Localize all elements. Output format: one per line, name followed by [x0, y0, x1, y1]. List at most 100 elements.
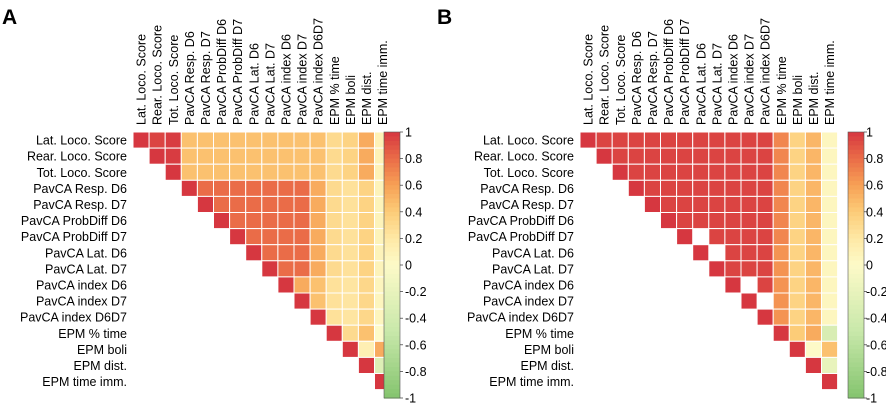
heatmap-cell	[277, 260, 295, 278]
heatmap-cell	[357, 228, 375, 246]
row-label: PavCA Resp. D7	[33, 198, 127, 212]
heatmap-cell	[788, 244, 806, 262]
column-label: PavCA Lat. D7	[710, 43, 724, 125]
heatmap-cell	[788, 340, 806, 358]
colorbar-segment	[384, 242, 400, 248]
heatmap-cell	[772, 179, 790, 197]
heatmap-cell	[821, 195, 839, 213]
heatmap-cell	[180, 179, 198, 197]
colorbar-tick-label: 0	[866, 259, 873, 273]
heatmap-cell	[357, 340, 375, 358]
heatmap-cell	[293, 131, 311, 149]
heatmap-cell	[213, 195, 231, 213]
colorbar-tick-label: -0.6	[866, 338, 886, 352]
colorbar-segment	[848, 300, 864, 306]
heatmap-cell	[341, 195, 359, 213]
heatmap-cell	[788, 292, 806, 310]
heatmap-cell	[180, 131, 198, 149]
heatmap-cell	[821, 244, 839, 262]
heatmap-cell	[213, 212, 231, 230]
column-label: PavCA Resp. D6	[183, 31, 197, 125]
heatmap-cell	[309, 131, 327, 149]
heatmap-cell	[740, 195, 758, 213]
column-label: EPM boli	[344, 75, 358, 125]
heatmap-cell	[756, 163, 774, 181]
heatmap-cell	[229, 131, 247, 149]
row-label: PavCA ProbDiff D7	[468, 230, 574, 244]
heatmap-cell	[261, 163, 279, 181]
heatmap-cell	[692, 244, 710, 262]
colorbar-segment	[384, 171, 400, 177]
colorbar-segment	[848, 233, 864, 239]
heatmap-cell	[643, 195, 662, 213]
colorbar-segment	[848, 335, 864, 341]
heatmap-cell	[724, 163, 742, 181]
heatmap-cell	[325, 131, 343, 149]
heatmap-cell	[277, 163, 295, 181]
colorbar-segment	[384, 327, 400, 333]
heatmap-cell	[724, 260, 742, 278]
heatmap-cell	[357, 324, 375, 342]
heatmap-cell	[660, 195, 678, 213]
colorbar-segment	[848, 211, 864, 217]
colorbar-segment	[848, 176, 864, 182]
colorbar-segment	[848, 256, 864, 262]
heatmap-cell	[627, 147, 645, 165]
heatmap-cell	[325, 292, 343, 310]
colorbar-segment	[384, 278, 400, 284]
colorbar-segment	[384, 282, 400, 288]
heatmap-cell	[341, 228, 359, 246]
heatmap-cell	[277, 244, 295, 262]
row-label: EPM dist.	[74, 359, 128, 373]
heatmap-cell	[804, 195, 823, 213]
heatmap-cell	[676, 163, 694, 181]
heatmap-cell	[804, 324, 823, 342]
heatmap-cell	[611, 131, 629, 149]
colorbar-segment	[848, 132, 864, 138]
heatmap-cell	[708, 131, 726, 149]
column-label: PavCA index D6D7	[312, 18, 326, 125]
heatmap-cell	[325, 228, 343, 246]
heatmap-cell	[229, 163, 247, 181]
panel-label: B	[437, 6, 452, 29]
heatmap-cell	[196, 147, 214, 165]
heatmap-cell	[804, 163, 823, 181]
heatmap-cell	[756, 195, 774, 213]
colorbar-segment	[848, 344, 864, 350]
heatmap-cell	[676, 131, 694, 149]
heatmap-cell	[821, 276, 839, 294]
row-label: PavCA index D6	[36, 278, 127, 292]
row-label: PavCA index D6	[483, 278, 574, 292]
colorbar-tick-label: 1	[405, 126, 412, 140]
heatmap-cell	[132, 131, 150, 149]
colorbar-segment	[848, 269, 864, 275]
colorbar-segment	[848, 216, 864, 222]
heatmap-cell	[821, 212, 839, 230]
heatmap-cell	[692, 163, 710, 181]
heatmap-cell	[772, 260, 790, 278]
heatmap-cell	[772, 324, 790, 342]
column-label: EPM % time	[775, 56, 789, 125]
colorbar-segment	[848, 273, 864, 279]
row-label: PavCA ProbDiff D6	[21, 214, 127, 228]
heatmap-cell	[357, 212, 375, 230]
heatmap-cell	[676, 147, 694, 165]
heatmap-cell	[821, 308, 839, 326]
colorbar-segment	[848, 220, 864, 226]
heatmap-cell	[821, 147, 839, 165]
heatmap-cell	[821, 260, 839, 278]
row-label: PavCA index D7	[483, 295, 574, 309]
heatmap-cell	[756, 260, 774, 278]
heatmap-cell	[341, 163, 359, 181]
colorbar-segment	[848, 207, 864, 213]
colorbar-segment	[384, 273, 400, 279]
heatmap-cell	[229, 195, 247, 213]
heatmap-cell	[164, 131, 182, 149]
colorbar-tick-label: 0.2	[405, 232, 422, 246]
column-label: PavCA ProbDiff D7	[231, 19, 245, 125]
heatmap-cell	[196, 195, 214, 213]
heatmap-cell	[643, 131, 662, 149]
row-label: PavCA ProbDiff D6	[468, 214, 574, 228]
column-label: Lat. Loco. Score	[582, 34, 596, 125]
